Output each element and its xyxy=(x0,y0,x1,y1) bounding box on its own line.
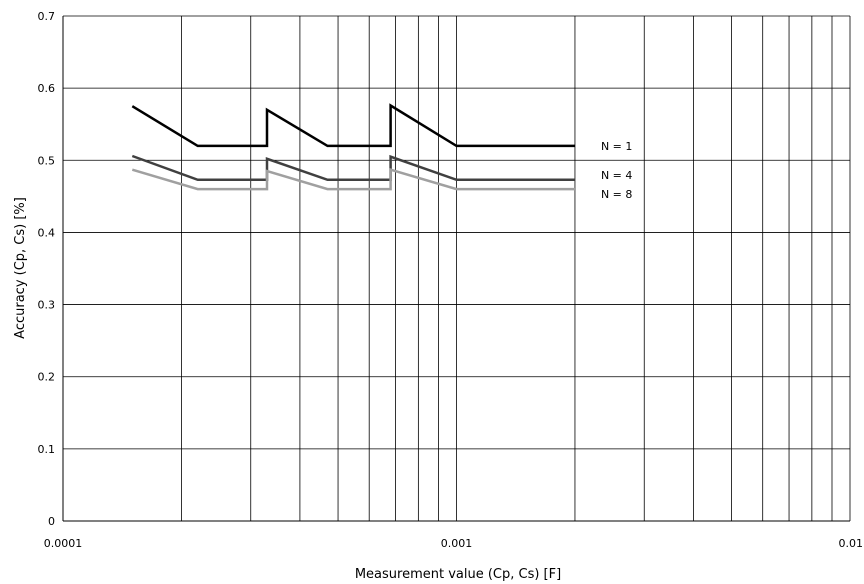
series-group xyxy=(131,103,575,191)
series-line-1 xyxy=(131,103,575,148)
series-line-3 xyxy=(131,168,575,191)
axes xyxy=(62,16,850,522)
grid xyxy=(62,15,851,522)
x-tick-label: 0.001 xyxy=(441,537,473,550)
y-tick-label: 0.7 xyxy=(38,10,56,23)
y-tick-label: 0.5 xyxy=(38,154,56,167)
x-axis-label: Measurement value (Cp, Cs) [F] xyxy=(355,567,561,582)
y-tick-label: 0.2 xyxy=(38,371,56,384)
x-tick-label: 0.0001 xyxy=(44,537,83,550)
series-labels: N = 1 N = 4 N = 8 xyxy=(601,140,632,201)
y-tick-label: 0.1 xyxy=(38,443,56,456)
y-axis-label: Accuracy (Cp, Cs) [%] xyxy=(13,197,28,339)
y-tick-label: 0.4 xyxy=(38,226,56,239)
series-label-2: N = 4 xyxy=(601,169,632,182)
series-label-3: N = 8 xyxy=(601,188,632,201)
y-tick-label: 0 xyxy=(48,515,55,528)
series-label-1: N = 1 xyxy=(601,140,632,153)
y-tick-label: 0.6 xyxy=(38,82,56,95)
series-line-2 xyxy=(131,154,575,182)
tick-labels: 0 0.1 0.2 0.3 0.4 0.5 0.6 0.7 0.0001 0.001 0.01 xyxy=(38,10,864,550)
y-tick-label: 0.3 xyxy=(38,299,56,312)
x-tick-label: 0.01 xyxy=(839,537,864,550)
